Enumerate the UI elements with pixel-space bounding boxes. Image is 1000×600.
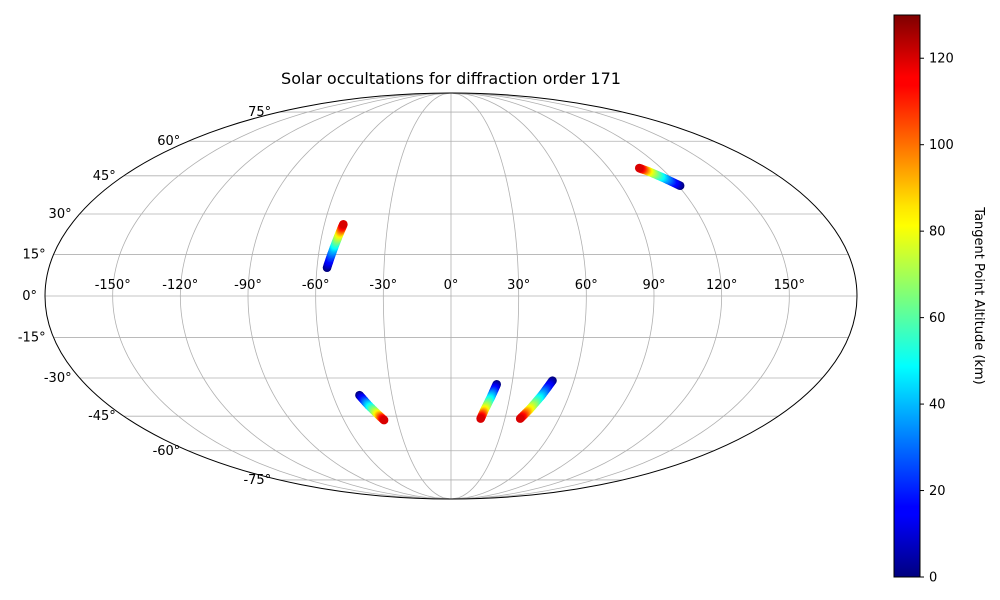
data-point: [379, 415, 389, 425]
data-point: [634, 163, 644, 173]
occultation-track: [322, 220, 348, 272]
latitude-tick-labels: -75° -60° -45° -30° -15° 0° 15° 30° 45° 60° 75°: [18, 105, 271, 488]
data-point: [515, 414, 525, 423]
meridian-line: [450, 92, 520, 500]
colorbar-tick-label: 100: [929, 138, 954, 153]
meridian-line: [179, 92, 452, 500]
lat-tick-label: 15°: [23, 247, 46, 262]
lon-tick-label: -120°: [162, 278, 198, 293]
occultation-track: [476, 380, 502, 423]
longitude-tick-labels: -150° -120° -90° -60° -30° 0° 30° 60° 90° 120° 150…: [95, 278, 805, 293]
colorbar-ticks: 0 20 40 60 80 100 120: [920, 52, 954, 586]
colorbar-tick-label: 60: [929, 311, 946, 326]
lat-tick-label: -30°: [44, 371, 72, 386]
map-boundary: [44, 92, 858, 500]
occultation-track: [634, 163, 685, 190]
colorbar: 0 20 40 60 80 100 120 Tangent Point Altitude (…: [893, 14, 986, 586]
lat-tick-label: -60°: [153, 444, 181, 459]
lon-tick-label: 150°: [774, 278, 805, 293]
lat-tick-label: 60°: [157, 134, 180, 149]
map-plot-area: -75° -60° -45° -30° -15° 0° 15° 30° 45° 60° 75° -1…: [18, 92, 858, 500]
lat-tick-label: 75°: [248, 105, 271, 120]
occultation-track: [515, 376, 557, 423]
data-point: [339, 220, 348, 229]
meridian-line: [450, 92, 655, 500]
colorbar-tick-label: 0: [929, 571, 937, 586]
colorbar-tick-label: 40: [929, 398, 946, 413]
lat-tick-label: 30°: [49, 207, 72, 222]
lon-tick-label: -30°: [369, 278, 397, 293]
lat-tick-label: -45°: [88, 409, 116, 424]
meridian-line: [450, 92, 587, 500]
lon-tick-label: 0°: [444, 278, 459, 293]
data-point: [476, 414, 485, 423]
colorbar-tick-label: 20: [929, 484, 946, 499]
lon-tick-label: 90°: [642, 278, 665, 293]
meridian-line: [382, 92, 452, 500]
occultation-points: [322, 163, 685, 425]
meridian-line: [450, 92, 723, 500]
chart-title: Solar occultations for diffraction order…: [281, 69, 621, 88]
meridian-line: [450, 92, 790, 500]
meridian-line: [315, 92, 452, 500]
lat-tick-label: -75°: [243, 473, 271, 488]
lat-tick-label: -15°: [18, 331, 46, 346]
colorbar-label: Tangent Point Altitude (km): [971, 206, 986, 384]
lon-tick-label: 120°: [706, 278, 737, 293]
colorbar-tick-label: 120: [929, 52, 954, 67]
meridian-line: [112, 92, 452, 500]
colorbar-tick-label: 80: [929, 225, 946, 240]
graticule-grid: [45, 92, 857, 500]
lon-tick-label: 60°: [575, 278, 598, 293]
lat-tick-label: 0°: [22, 289, 37, 304]
lon-tick-label: -60°: [302, 278, 330, 293]
meridian-line: [247, 92, 452, 500]
lon-tick-label: 30°: [507, 278, 530, 293]
occultation-track: [355, 390, 389, 425]
colorbar-gradient: [893, 14, 921, 578]
lat-tick-label: 45°: [93, 169, 116, 184]
lon-tick-label: -150°: [95, 278, 131, 293]
lon-tick-label: -90°: [234, 278, 262, 293]
